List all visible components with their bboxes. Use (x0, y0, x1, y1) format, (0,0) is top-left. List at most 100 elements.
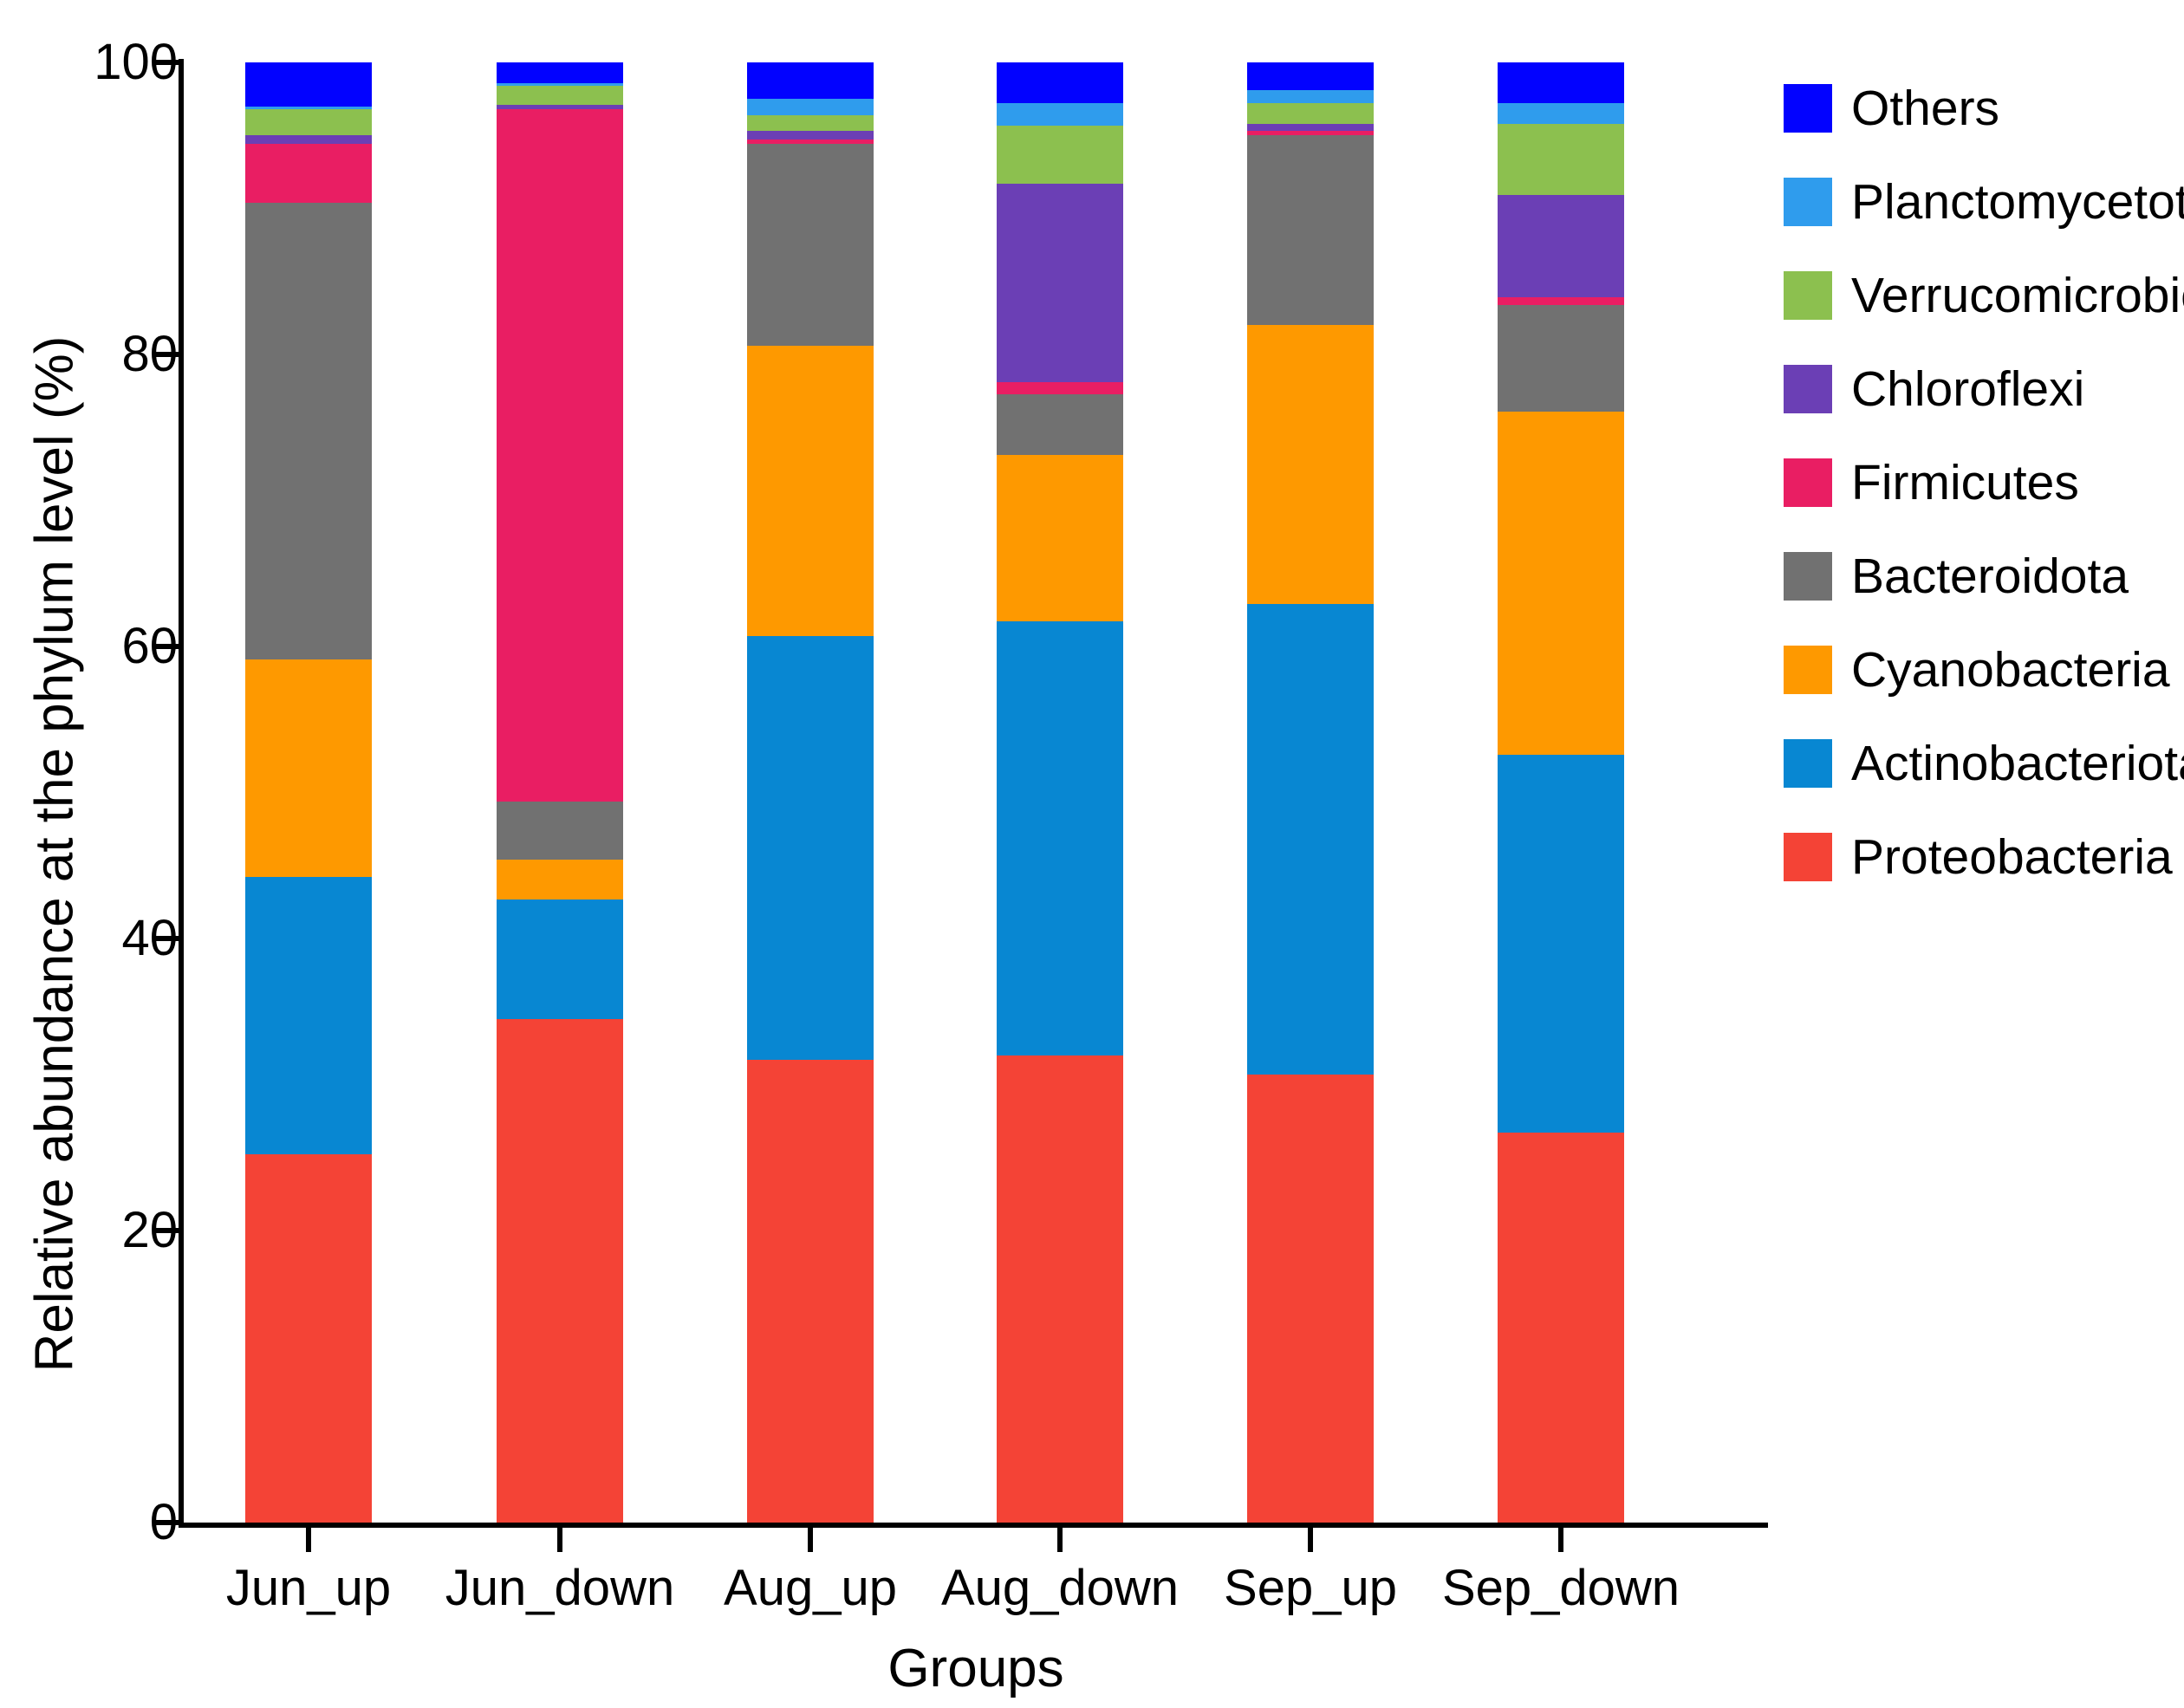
stacked-bar-Sep_down (1498, 62, 1624, 1523)
bar-segment-Chloroflexi (245, 135, 372, 145)
bar-segment-Chloroflexi (1247, 123, 1374, 132)
y-tick (154, 936, 179, 941)
y-tick (154, 1520, 179, 1525)
x-tick (557, 1528, 562, 1552)
bar-segment-Firmicutes (497, 108, 623, 802)
bar-segment-Actinobacteriota (1498, 754, 1624, 1133)
x-category-label-Sep_up: Sep_up (1224, 1560, 1397, 1616)
legend-item-Others: Others (1784, 76, 2184, 140)
bar-segment-Proteobacteria (245, 1154, 372, 1523)
bar-segment-Bacteroidota (997, 393, 1123, 456)
bar-segment-Firmicutes (1247, 131, 1374, 136)
legend-swatch-Firmicutes (1784, 458, 1832, 507)
bar-segment-Bacteroidota (245, 202, 372, 660)
x-tick (808, 1528, 813, 1552)
bar-segment-Verrucomicrobiota (747, 114, 874, 132)
bar-segment-Firmicutes (245, 144, 372, 203)
y-tick (154, 352, 179, 357)
bar-segment-Verrucomicrobiota (245, 108, 372, 136)
legend-label: Actinobacteriota (1851, 735, 2184, 791)
bar-segment-Cyanobacteria (997, 455, 1123, 622)
legend-swatch-Proteobacteria (1784, 833, 1832, 881)
bar-segment-Others (1498, 62, 1624, 104)
bar-segment-Verrucomicrobiota (997, 125, 1123, 184)
bar-segment-Bacteroidota (1247, 135, 1374, 326)
bar-segment-Planctomycetota (1247, 90, 1374, 104)
y-tick-label: 20 (121, 1202, 178, 1258)
legend-item-Bacteroidota: Bacteroidota (1784, 544, 2184, 608)
legend-label: Bacteroidota (1851, 548, 2129, 604)
y-axis-title: Relative abundance at the phylum level (… (24, 335, 85, 1373)
legend-label: Verrucomicrobiota (1851, 267, 2184, 323)
bar-segment-Chloroflexi (1498, 195, 1624, 298)
bar-segment-Proteobacteria (747, 1059, 874, 1523)
legend-label: Firmicutes (1851, 454, 2079, 510)
bar-segment-Bacteroidota (497, 801, 623, 860)
bar-segment-Verrucomicrobiota (1247, 103, 1374, 124)
x-category-label-Aug_down: Aug_down (940, 1560, 1180, 1616)
x-tick (306, 1528, 311, 1552)
bar-segment-Cyanobacteria (747, 345, 874, 637)
bar-segment-Firmicutes (1498, 297, 1624, 305)
legend-item-Proteobacteria: Proteobacteria (1784, 825, 2184, 889)
legend-swatch-Verrucomicrobiota (1784, 271, 1832, 320)
bar-segment-Planctomycetota (997, 103, 1123, 126)
x-tick (1057, 1528, 1063, 1552)
y-tick (154, 1228, 179, 1233)
stacked-bar-Sep_up (1247, 62, 1374, 1523)
y-tick (154, 60, 179, 65)
bar-segment-Chloroflexi (747, 131, 874, 140)
legend-label: Proteobacteria (1851, 828, 2173, 885)
bar-segment-Proteobacteria (1498, 1133, 1624, 1523)
x-tick (1558, 1528, 1563, 1552)
legend-swatch-Others (1784, 84, 1832, 133)
legend-item-Cyanobacteria: Cyanobacteria (1784, 638, 2184, 702)
bar-segment-Actinobacteriota (1247, 604, 1374, 1075)
legend-item-Planctomycetota: Planctomycetota (1784, 170, 2184, 234)
bar-segment-Others (245, 62, 372, 107)
bar-segment-Cyanobacteria (1498, 411, 1624, 755)
bar-segment-Cyanobacteria (497, 860, 623, 899)
x-category-label-Sep_down: Sep_down (1441, 1560, 1680, 1616)
legend-label: Chloroflexi (1851, 360, 2085, 417)
y-tick-label: 60 (121, 618, 178, 674)
bar-segment-Proteobacteria (497, 1018, 623, 1523)
bar-segment-Chloroflexi (497, 104, 623, 109)
bar-segment-Planctomycetota (747, 99, 874, 115)
y-axis-title-wrap: Relative abundance at the phylum level (… (24, 0, 85, 1708)
bar-segment-Actinobacteriota (497, 899, 623, 1019)
chart-legend: Others Planctomycetota Verrucomicrobiota Ch… (1784, 76, 2184, 919)
bar-segment-Actinobacteriota (997, 621, 1123, 1055)
bar-segment-Verrucomicrobiota (1498, 123, 1624, 196)
bar-segment-Actinobacteriota (245, 877, 372, 1155)
y-tick-label: 100 (94, 34, 178, 90)
legend-swatch-Bacteroidota (1784, 552, 1832, 601)
y-axis-line (179, 59, 184, 1528)
legend-swatch-Actinobacteriota (1784, 739, 1832, 788)
bar-segment-Firmicutes (997, 382, 1123, 394)
legend-swatch-Chloroflexi (1784, 365, 1832, 413)
bar-segment-Planctomycetota (497, 82, 623, 87)
x-category-label-Aug_up: Aug_up (724, 1560, 897, 1616)
x-axis-line (179, 1523, 1768, 1528)
bar-segment-Actinobacteriota (747, 636, 874, 1060)
y-tick-label: 40 (121, 910, 178, 966)
legend-label: Cyanobacteria (1851, 641, 2170, 698)
x-axis-title: Groups (887, 1639, 1064, 1698)
stacked-bar-Jun_up (245, 62, 372, 1523)
plot-area: 0 20 40 60 80 100 Jun_up Jun_down Aug_up Aug_dow… (94, 37, 1768, 1614)
bar-segment-Others (997, 62, 1123, 104)
y-tick-label: 80 (121, 326, 178, 382)
legend-label: Planctomycetota (1851, 173, 2184, 230)
bar-segment-Verrucomicrobiota (497, 86, 623, 105)
legend-item-Actinobacteriota: Actinobacteriota (1784, 731, 2184, 796)
bar-segment-Chloroflexi (997, 183, 1123, 383)
legend-swatch-Cyanobacteria (1784, 646, 1832, 694)
y-tick-label: 0 (149, 1494, 178, 1550)
bar-segment-Cyanobacteria (245, 659, 372, 878)
stacked-bar-Aug_up (747, 62, 874, 1523)
x-category-label-Jun_down: Jun_down (445, 1560, 675, 1616)
y-tick (154, 644, 179, 649)
stacked-bar-Aug_down (997, 62, 1123, 1523)
bar-segment-Cyanobacteria (1247, 325, 1374, 605)
